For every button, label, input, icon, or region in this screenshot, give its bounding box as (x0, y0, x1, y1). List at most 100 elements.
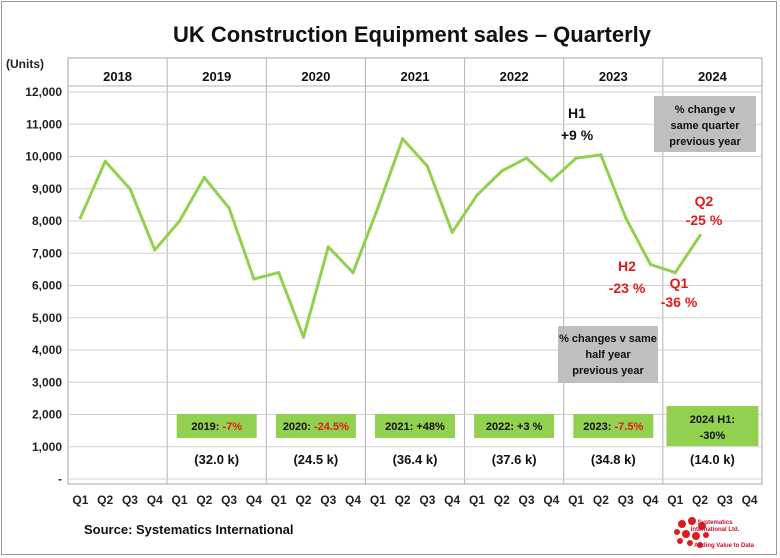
x-tick-label: Q4 (444, 493, 460, 507)
logo-dot (682, 530, 690, 538)
year-header: 2019 (202, 69, 231, 84)
x-axis-ticks: Q1 Q2 Q3 Q4 Q1 Q2 Q3 Q4 Q1 Q2 Q3 Q4 Q1 Q2 Q3 Q4 Q1 Q2 Q3 Q4… (72, 493, 758, 507)
yearly-change-head: 2024 H1: (690, 414, 735, 426)
data-point (401, 137, 405, 141)
yearly-totals: (32.0 k) (24.5 k) (36.4 k) (37.6 k) (34.8 k)… (194, 452, 735, 467)
yearly-change-text: 2022: +3 % (486, 421, 543, 433)
x-tick-label: Q1 (271, 493, 287, 507)
year-header: 2023 (599, 69, 628, 84)
x-tick-label: Q1 (72, 493, 88, 507)
h1-label: H1 (568, 105, 586, 121)
x-tick-label: Q2 (196, 493, 212, 507)
logo-line1: Systematics (697, 520, 733, 526)
yearly-change-box: 2019: -7% (176, 414, 257, 438)
q1-value: -36 % (661, 294, 698, 310)
x-tick-label: Q3 (221, 493, 237, 507)
yearly-change-box: 2023: -7.5% (573, 414, 654, 438)
yearly-change-text: 2021: +48% (385, 421, 445, 433)
year-header: 2021 (401, 69, 430, 84)
yearly-total: (24.5 k) (293, 452, 338, 467)
data-point (648, 262, 653, 267)
x-tick-label: Q3 (122, 493, 138, 507)
half-note: % changes v same half year previous year (558, 326, 658, 383)
x-tick-label: Q2 (494, 493, 510, 507)
logo-dot (692, 532, 700, 540)
x-tick-label: Q3 (618, 493, 634, 507)
data-point (227, 206, 231, 210)
source-note: Source: Systematics International (84, 522, 294, 537)
yearly-total: (14.0 k) (690, 452, 735, 467)
x-tick-label: Q3 (320, 493, 336, 507)
y-tick-label: 7,000 (32, 246, 62, 260)
x-tick-label: Q4 (742, 493, 758, 507)
company-logo: Systematics International Ltd. Adding Va… (674, 517, 755, 549)
y-tick-label: 11,000 (26, 117, 62, 131)
logo-dot (698, 522, 706, 530)
data-point (475, 193, 479, 197)
data-point (78, 216, 82, 220)
yearly-change-box: 2021: +48% (375, 414, 455, 438)
x-tick-label: Q2 (593, 493, 609, 507)
x-tick-label: Q1 (469, 493, 485, 507)
y-axis-ticks: - 1,000 2,000 3,000 4,000 5,000 6,000 7,000 8,00… (25, 85, 62, 486)
logo-dot (688, 517, 696, 525)
data-point (326, 245, 330, 249)
year-header: 2018 (103, 69, 132, 84)
half-note-box (558, 326, 658, 383)
chart-title: UK Construction Equipment sales – Quarte… (173, 22, 652, 47)
quarter-note-box (654, 96, 756, 152)
q1-label: Q1 (670, 275, 689, 291)
yearly-change-text: 2020: -24.5% (283, 421, 349, 433)
x-tick-label: Q3 (717, 493, 733, 507)
yearly-change-text: 2023: -7.5% (583, 421, 643, 433)
quarter-note: % change v same quarter previous year (654, 96, 756, 152)
x-tick-label: Q1 (667, 493, 683, 507)
y-tick-label: 4,000 (32, 343, 62, 357)
data-point (698, 233, 702, 238)
y-tick-label: 2,000 (32, 408, 62, 422)
y-tick-label: 10,000 (25, 150, 62, 164)
data-point (103, 159, 107, 163)
data-point (301, 335, 306, 339)
yearly-total: (36.4 k) (393, 452, 438, 467)
q2-label: Q2 (695, 193, 714, 209)
data-point (252, 277, 256, 281)
h1-value: +9 % (561, 127, 594, 143)
yearly-change-box: 2020: -24.5% (275, 414, 356, 438)
data-point (450, 230, 454, 234)
y-tick-label: 8,000 (32, 214, 62, 228)
data-point (128, 187, 132, 191)
data-point (500, 169, 504, 173)
x-tick-label: Q2 (692, 493, 708, 507)
quarter-note-text: % change v same quarter previous year (669, 104, 741, 148)
data-point (549, 179, 553, 183)
data-point (177, 219, 182, 223)
logo-dot (674, 529, 680, 535)
logo-tagline: Adding Value to Data (694, 543, 755, 549)
data-point (351, 271, 355, 275)
x-tick-label: Q4 (147, 493, 163, 507)
logo-line2: International Ltd. (691, 527, 740, 533)
data-point (624, 216, 628, 220)
logo-dots (674, 517, 709, 548)
x-tick-label: Q1 (172, 493, 188, 507)
half-note-text: % changes v same half year previous year (559, 333, 657, 377)
h2-label: H2 (618, 258, 636, 274)
y-tick-label: 9,000 (32, 182, 62, 196)
data-point (202, 175, 206, 180)
x-tick-label: Q4 (642, 493, 658, 507)
logo-dot (703, 532, 709, 538)
data-point (673, 271, 677, 275)
logo-dot (677, 538, 683, 544)
x-tick-label: Q1 (568, 493, 584, 507)
data-point (599, 153, 603, 157)
x-tick-label: Q3 (519, 493, 535, 507)
yearly-total: (32.0 k) (194, 452, 239, 467)
data-point (425, 164, 429, 168)
h2-value: -23 % (609, 280, 646, 296)
y-tick-label: 12,000 (25, 85, 62, 99)
y-tick-label: 5,000 (32, 311, 62, 325)
year-header: 2024 (698, 69, 728, 84)
